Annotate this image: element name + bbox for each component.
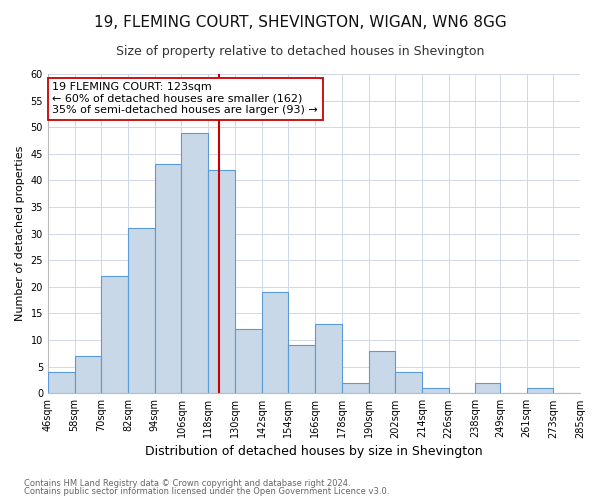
Bar bbox=[48, 372, 74, 394]
Bar bbox=[527, 388, 553, 394]
Bar bbox=[74, 356, 101, 394]
Bar bbox=[128, 228, 155, 394]
Text: 19, FLEMING COURT, SHEVINGTON, WIGAN, WN6 8GG: 19, FLEMING COURT, SHEVINGTON, WIGAN, WN… bbox=[94, 15, 506, 30]
Bar bbox=[342, 382, 368, 394]
Bar bbox=[475, 382, 500, 394]
Text: 19 FLEMING COURT: 123sqm
← 60% of detached houses are smaller (162)
35% of semi-: 19 FLEMING COURT: 123sqm ← 60% of detach… bbox=[52, 82, 318, 115]
Bar bbox=[315, 324, 342, 394]
Bar bbox=[235, 330, 262, 394]
Text: Contains HM Land Registry data © Crown copyright and database right 2024.: Contains HM Land Registry data © Crown c… bbox=[24, 478, 350, 488]
Bar bbox=[155, 164, 181, 394]
Text: Contains public sector information licensed under the Open Government Licence v3: Contains public sector information licen… bbox=[24, 487, 389, 496]
Bar bbox=[395, 372, 422, 394]
Bar bbox=[262, 292, 289, 394]
Y-axis label: Number of detached properties: Number of detached properties bbox=[15, 146, 25, 322]
Bar bbox=[422, 388, 449, 394]
Bar bbox=[289, 346, 315, 394]
Bar bbox=[208, 170, 235, 394]
X-axis label: Distribution of detached houses by size in Shevington: Distribution of detached houses by size … bbox=[145, 444, 483, 458]
Bar bbox=[101, 276, 128, 394]
Bar bbox=[181, 132, 208, 394]
Bar bbox=[368, 350, 395, 394]
Text: Size of property relative to detached houses in Shevington: Size of property relative to detached ho… bbox=[116, 45, 484, 58]
